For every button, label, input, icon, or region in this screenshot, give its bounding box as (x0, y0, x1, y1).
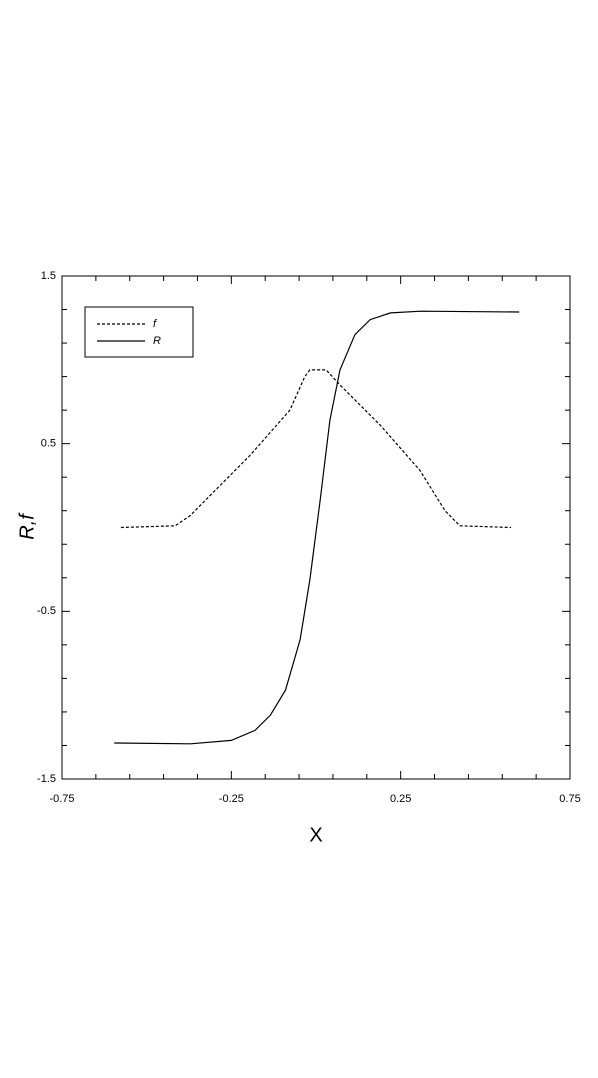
y-tick-label: -0.5 (37, 605, 56, 617)
y-tick-label: 0.5 (41, 438, 56, 450)
y-tick-label: -1.5 (37, 773, 56, 785)
y-axis-label: R,f (16, 512, 38, 540)
plot-frame (61, 275, 571, 780)
x-tick-label: 0.25 (390, 793, 411, 805)
line-series (114, 310, 520, 745)
x-tick-label: -0.75 (49, 793, 74, 805)
x-axis-label: X (309, 824, 322, 846)
y-tick-label: 1.5 (41, 270, 56, 282)
legend-box (84, 306, 194, 358)
legend-label: f (153, 318, 157, 330)
x-tick-label: 0.75 (559, 793, 580, 805)
legend-label: R (153, 335, 161, 347)
x-tick-label: -0.25 (219, 793, 244, 805)
line-series (120, 369, 512, 529)
